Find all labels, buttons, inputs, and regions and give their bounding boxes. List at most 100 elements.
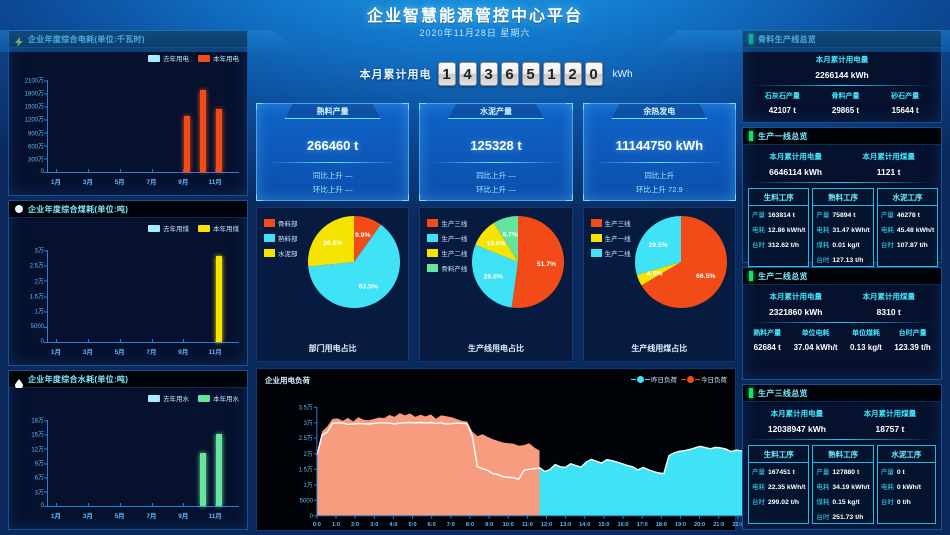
kpi-title: 熟料产量 — [316, 106, 349, 116]
process-box[interactable]: 熟料工序 产量 75894 t 电耗 31.47 kWh/t 煤耗 0.01 k… — [812, 188, 874, 267]
circle-icon — [15, 205, 23, 213]
metric-label: 产量 — [816, 468, 830, 476]
legend-item[interactable]: 生产三线 — [427, 218, 467, 228]
legend-item[interactable]: 生产三线 — [590, 218, 631, 228]
legend-item[interactable]: 生产二线 — [427, 248, 467, 258]
legend-item[interactable]: 熟料部 — [264, 233, 298, 243]
x-axis-tick: 4:0 — [389, 522, 397, 528]
metric-label: 台时 — [816, 256, 830, 264]
pie-slice[interactable] — [471, 244, 518, 308]
x-axis-tick: 2:0 — [351, 522, 359, 528]
legend-item[interactable]: 生产一线 — [427, 233, 467, 243]
chart-legend: 去年用电 本年用电 — [148, 53, 239, 63]
pie-slice-label: 28.6% — [483, 273, 502, 280]
panel-header: 生产三线总览 — [743, 385, 941, 402]
y-axis-tick: 5000 — [300, 498, 314, 504]
pie-slice-label: 63.5% — [359, 284, 378, 291]
x-axis-tick: 14:0 — [579, 522, 590, 528]
legend-item[interactable]: 昨日负荷 — [631, 374, 677, 384]
legend-item[interactable]: 生产一线 — [590, 233, 631, 243]
legend-item[interactable]: 今日负荷 — [681, 374, 727, 384]
process-metric: 产量 75894 t — [813, 206, 872, 221]
legend-item[interactable]: 生产二线 — [590, 248, 631, 258]
panel-3: 生产三线总览 本月累计用电量 12038947 kWh 本月累计用煤量 1875… — [742, 384, 942, 530]
legend-item[interactable]: 骨料部 — [264, 218, 298, 228]
metric-label: 石灰石产量 — [764, 93, 800, 100]
y-axis-tick: 0 — [310, 514, 314, 520]
pie-slice[interactable] — [641, 216, 727, 308]
metric-value: 12038947 kWh — [767, 424, 826, 434]
x-axis-tick: 21:0 — [713, 522, 724, 528]
panel-top-metrics: 本月累计用电量 12038947 kWh 本月累计用煤量 18757 t — [743, 402, 941, 434]
legend-item[interactable]: 去年用电 — [148, 53, 189, 63]
bar[interactable] — [216, 433, 223, 506]
x-axis-tick: 17:0 — [637, 522, 648, 528]
load-chart-legend: 昨日负荷 今日负荷 — [631, 374, 727, 384]
panel-top-metrics: 本月累计用电量 6646114 kWh 本月累计用煤量 1121 t — [743, 145, 941, 177]
x-axis-tick: 7月 — [146, 169, 157, 186]
kpi-card[interactable]: 熟料产量 266460 t 同比上升 — 环比上升 — — [256, 103, 410, 201]
metric-label: 台时 — [752, 241, 765, 249]
metric-value: 251.73 t/h — [832, 513, 864, 521]
area-today — [316, 413, 540, 516]
metric-value: 312.62 t/h — [768, 241, 799, 249]
metric-cell: 台时产量 123.39 t/h — [894, 328, 930, 352]
legend-label: 本年用水 — [213, 396, 239, 403]
bar[interactable] — [216, 108, 223, 172]
x-axis-tick: 9:0 — [485, 522, 493, 528]
process-box[interactable]: 水泥工序 产量 0 t 电耗 0 kWh/t 台时 0 t/h — [876, 445, 936, 524]
process-box[interactable]: 生料工序 产量 163814 t 电耗 12.86 kWh/t 台时 312.6… — [748, 188, 810, 267]
pie-slice[interactable] — [511, 216, 564, 308]
process-box[interactable]: 熟料工序 产量 127880 t 电耗 34.19 kWh/t 煤耗 0.15 … — [812, 445, 874, 524]
pie-slice[interactable] — [493, 216, 518, 262]
pie-slice[interactable] — [475, 222, 518, 262]
pie-slice[interactable] — [634, 216, 681, 275]
plot-area: 0 300万 600万 900万 1200万 1500万 1800万 2100万 1月 3月 5月 7… — [25, 79, 239, 186]
metric-value: 0 t — [896, 468, 905, 476]
metric-label: 本月累计用煤量 — [862, 152, 915, 161]
pie-slice-label: 51.7% — [537, 261, 556, 268]
legend-label: 生产二线 — [441, 251, 468, 258]
pie-slice[interactable] — [308, 224, 401, 308]
legend-label: 生产二线 — [604, 251, 631, 258]
legend-item[interactable]: 水泥部 — [264, 248, 298, 258]
kpi-card[interactable]: 水泥产量 125328 t 同比上升 — 环比上升 — — [419, 103, 573, 201]
legend-label: 生产一线 — [441, 236, 468, 243]
kpi-value: 266460 t — [307, 138, 359, 153]
x-axis-tick: 11月 — [208, 503, 222, 520]
pie-slice-label: 10.0% — [486, 241, 505, 248]
panel-title: 生产一线总览 — [758, 131, 808, 141]
pie-slice[interactable] — [636, 262, 681, 286]
metric-label: 单位电耗 — [801, 330, 830, 337]
pie-slice[interactable] — [354, 216, 382, 262]
y-axis-tick: 0 — [40, 169, 48, 175]
metric-label: 煤耗 — [816, 498, 830, 506]
top-metric: 本月累计用电量 12038947 kWh — [768, 408, 826, 434]
legend-label: 生产一线 — [604, 236, 631, 243]
process-metric: 电耗 45.48 kWh/t — [878, 221, 937, 236]
legend-item[interactable]: 本年用电 — [198, 53, 239, 63]
metric-value: 2321860 kWh — [769, 307, 823, 317]
legend-swatch — [148, 394, 160, 402]
metric-value: 1121 t — [876, 167, 901, 177]
legend-item[interactable]: 本年用煤 — [198, 223, 239, 233]
metric-label: 本月累计用电量 — [769, 152, 822, 161]
y-axis-tick: 900万 — [28, 128, 48, 137]
process-box[interactable]: 水泥工序 产量 46278 t 电耗 45.48 kWh/t 台时 107.87… — [876, 188, 939, 267]
bar[interactable] — [200, 453, 207, 506]
metric-label: 产量 — [816, 211, 830, 219]
legend-item[interactable]: 去年用水 — [148, 393, 189, 403]
legend-item[interactable]: 去年用煤 — [148, 223, 189, 233]
legend-dot — [631, 375, 650, 383]
legend-item[interactable]: 本年用水 — [198, 393, 239, 403]
kpi-card[interactable]: 余热发电 11144750 kWh 同比上升 环比上升 72.9 — [582, 103, 736, 201]
legend-item[interactable]: 骨料产线 — [427, 263, 467, 273]
bar[interactable] — [200, 90, 207, 172]
bar[interactable] — [184, 116, 191, 172]
metric-value: 2266144 kWh — [815, 70, 869, 80]
bar[interactable] — [216, 256, 223, 342]
process-box[interactable]: 生料工序 产量 167451 t 电耗 22.35 kWh/t 台时 299.0… — [748, 445, 810, 524]
pie-slice[interactable] — [308, 216, 355, 267]
divider — [751, 439, 933, 440]
